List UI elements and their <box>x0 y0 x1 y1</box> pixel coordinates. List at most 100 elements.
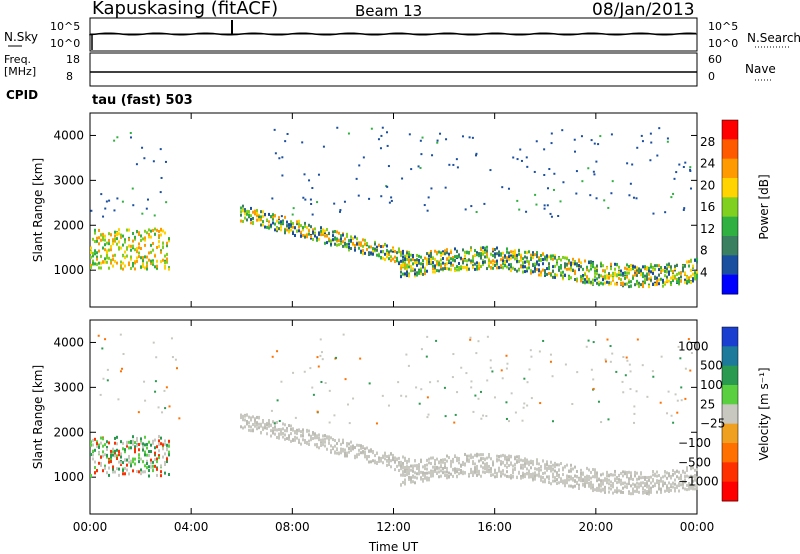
echo-cell <box>618 474 620 478</box>
echo-cell <box>161 411 164 414</box>
echo-cell <box>470 469 472 473</box>
echo-cell <box>484 255 486 259</box>
echo-cell <box>332 446 334 450</box>
echo-cell <box>632 487 634 491</box>
echo-cell <box>346 403 349 406</box>
echo-cell <box>386 255 388 259</box>
colorbar-tick-label: 8 <box>700 244 708 258</box>
echo-cell <box>386 131 389 134</box>
echo-cell <box>110 453 112 457</box>
echo-cell <box>474 394 477 397</box>
echo-cell <box>129 131 132 134</box>
echo-cell <box>642 280 644 284</box>
echo-cell <box>594 266 596 270</box>
echo-cell <box>456 470 458 474</box>
echo-cell <box>466 268 468 272</box>
echo-cell <box>440 251 442 255</box>
echo-cell <box>514 411 517 414</box>
echo-cell <box>542 339 545 342</box>
echo-cell <box>539 402 542 405</box>
echo-cell <box>273 422 276 425</box>
echo-cell <box>386 463 388 467</box>
echo-cell <box>652 473 654 477</box>
echo-cell <box>284 215 286 219</box>
echo-cell <box>162 447 164 451</box>
echo-cell <box>303 173 306 176</box>
echo-cell <box>592 262 594 266</box>
echo-cell <box>488 264 490 268</box>
echo-cell <box>296 229 298 233</box>
echo-cell <box>648 492 650 496</box>
echo-cell <box>130 244 132 248</box>
nave-label: Nave <box>745 62 776 76</box>
echo-cell <box>298 438 300 442</box>
echo-cell <box>335 356 338 359</box>
echo-cell <box>618 273 620 277</box>
echo-cell <box>490 470 492 474</box>
echo-cell <box>532 477 534 481</box>
echo-cell <box>624 485 626 489</box>
echo-cell <box>128 456 130 460</box>
echo-cell <box>690 474 692 478</box>
echo-cell <box>160 227 162 231</box>
echo-cell <box>378 456 380 460</box>
echo-cell <box>604 490 606 494</box>
echo-cell <box>458 461 460 465</box>
echo-cell <box>496 266 498 270</box>
echo-cell <box>460 468 462 472</box>
echo-cell <box>120 233 122 237</box>
echo-cell <box>292 222 294 226</box>
echo-cell <box>506 265 508 269</box>
echo-cell <box>562 466 564 470</box>
echo-cell <box>600 484 602 488</box>
echo-cell <box>404 261 406 265</box>
echo-cell <box>491 370 494 373</box>
echo-cell <box>272 426 274 430</box>
echo-cell <box>104 243 106 247</box>
echo-cell <box>278 227 280 231</box>
echo-cell <box>130 459 132 463</box>
echo-cell <box>132 457 134 461</box>
echo-cell <box>684 397 687 400</box>
echo-cell <box>418 261 420 265</box>
echo-cell <box>574 269 576 273</box>
echo-cell <box>696 257 698 261</box>
echo-cell <box>648 266 650 270</box>
echo-cell <box>667 390 670 393</box>
echo-cell <box>412 267 414 271</box>
echo-cell <box>587 167 590 170</box>
echo-cell <box>590 480 592 484</box>
echo-cell <box>126 444 128 448</box>
echo-cell <box>680 271 682 275</box>
echo-cell <box>120 461 122 465</box>
echo-cell <box>484 462 486 466</box>
echo-cell <box>470 248 472 252</box>
echo-cell <box>100 455 102 459</box>
echo-cell <box>290 432 292 436</box>
echo-cell <box>334 439 336 443</box>
echo-cell <box>628 477 630 481</box>
echo-cell <box>120 455 122 459</box>
echo-cell <box>112 239 114 243</box>
echo-cell <box>302 438 304 442</box>
echo-cell <box>260 215 262 219</box>
echo-cell <box>175 367 178 370</box>
echo-cell <box>530 475 532 479</box>
echo-cell <box>314 227 316 231</box>
echo-cell <box>244 418 246 422</box>
echo-cell <box>558 473 560 477</box>
echo-cell <box>360 446 362 450</box>
echo-cell <box>118 228 120 232</box>
echo-cell <box>240 210 242 214</box>
echo-cell <box>427 196 430 199</box>
echo-cell <box>440 258 442 262</box>
echo-cell <box>400 473 402 477</box>
echo-cell <box>568 475 570 479</box>
echo-cell <box>464 463 466 467</box>
echo-cell <box>316 443 318 447</box>
echo-cell <box>686 260 688 264</box>
echo-cell <box>326 241 328 245</box>
colorbar-label: Velocity [m s⁻¹] <box>757 367 771 460</box>
echo-cell <box>636 485 638 489</box>
echo-cell <box>462 266 464 270</box>
